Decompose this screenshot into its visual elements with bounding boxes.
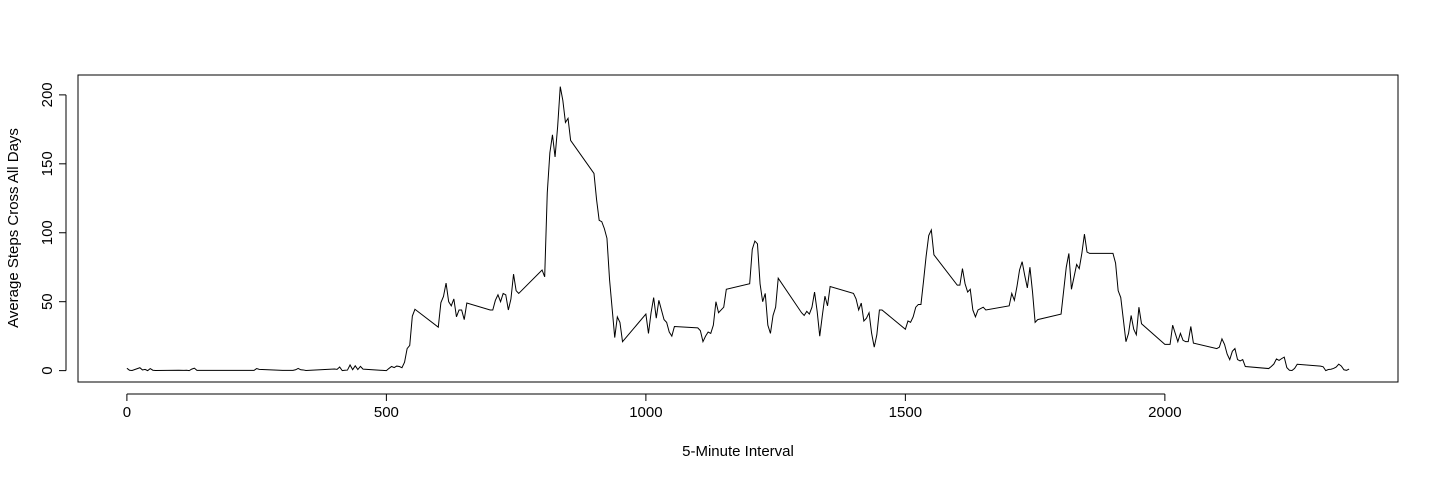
x-tick-label: 2000 (1148, 404, 1181, 421)
y-axis-label: Average Steps Cross All Days (5, 128, 22, 328)
x-tick-label: 1000 (629, 404, 662, 421)
y-tick-label: 150 (39, 151, 56, 176)
x-tick-label: 0 (123, 404, 131, 421)
y-tick-label: 0 (39, 366, 56, 374)
plot-frame (77, 74, 1399, 383)
y-tick-label: 100 (39, 220, 56, 245)
x-axis-label: 5-Minute Interval (682, 443, 794, 460)
x-tick-label: 1500 (889, 404, 922, 421)
y-tick-label: 200 (39, 82, 56, 107)
y-tick-label: 50 (39, 293, 56, 310)
data-line (126, 86, 1350, 372)
x-tick-label: 500 (374, 404, 399, 421)
